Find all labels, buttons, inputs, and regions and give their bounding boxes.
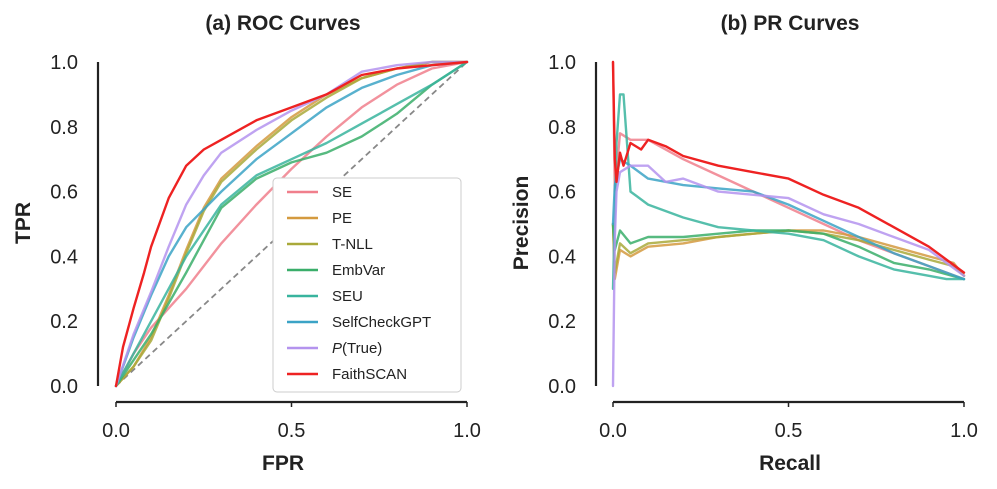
legend-label-t-nll: T-NLL: [332, 236, 373, 253]
pr-y-tick-label: 0.2: [548, 311, 576, 333]
roc-curve-embvar: [114, 60, 469, 388]
roc-curve-seu: [114, 60, 469, 388]
pr-x-tick-label: 1.0: [950, 420, 978, 442]
pr-y-tick-label: 0.0: [548, 376, 576, 398]
roc-y-tick-label: 0.4: [50, 246, 78, 268]
pr-y-axis-label: Precision: [510, 176, 533, 271]
roc-y-tick-label: 0.2: [50, 311, 78, 333]
pr-y-tick-label: 0.6: [548, 182, 576, 204]
pr-y-tick-label: 0.8: [548, 117, 576, 139]
pr-y-tick-label: 1.0: [548, 52, 576, 74]
pr-x-tick-label: 0.5: [775, 420, 803, 442]
pr-curve-seu: [611, 93, 966, 290]
roc-y-tick-label: 1.0: [50, 52, 78, 74]
roc-title: (a) ROC Curves: [205, 12, 360, 35]
pr-curve-se: [611, 60, 966, 281]
roc-x-tick-label: 1.0: [453, 420, 481, 442]
legend-frame: [272, 177, 462, 393]
legend-label-faithscan: FaithSCAN: [332, 366, 407, 383]
pr-x-axis-label: Recall: [759, 452, 821, 475]
legend-label-selfcheckgpt: SelfCheckGPT: [332, 314, 431, 331]
pr-y-tick-label: 0.4: [548, 246, 576, 268]
roc-y-tick-label: 0.8: [50, 117, 78, 139]
pr-x-tick-label: 0.0: [599, 420, 627, 442]
roc-x-tick-label: 0.5: [278, 420, 306, 442]
pr-title: (b) PR Curves: [721, 12, 860, 35]
pr-curve-faithscan: [611, 60, 966, 274]
roc-y-tick-label: 0.0: [50, 376, 78, 398]
legend-label-p-true: P(True): [332, 340, 382, 357]
legend-label-se: SE: [332, 184, 352, 201]
pr-curve-selfcheckgpt: [611, 158, 966, 281]
roc-panel: (a) ROC Curves FPR TPR 0.0 0.5 1.0 0.0 0.2 0.…: [12, 12, 481, 475]
roc-x-tick-label: 0.0: [102, 420, 130, 442]
roc-curve-selfcheckgpt: [114, 60, 469, 388]
legend-label-pe: PE: [332, 210, 352, 227]
roc-legend: SE PE T-NLL EmbVar SEU SelfCheckGPT P(True) Fai…: [272, 177, 462, 393]
roc-curve-p-true: [114, 60, 469, 388]
roc-y-axis-label: TPR: [12, 202, 35, 244]
roc-curve-faithscan: [114, 60, 469, 388]
pr-panel: (b) PR Curves Recall Precision 0.0 0.5 1.0…: [510, 12, 978, 475]
pr-curve-p-true: [611, 164, 966, 388]
legend-label-seu: SEU: [332, 288, 363, 305]
pr-curve-pe: [611, 222, 966, 281]
roc-x-axis-label: FPR: [262, 452, 304, 475]
roc-y-tick-label: 0.6: [50, 182, 78, 204]
pr-curve-t-nll: [611, 222, 966, 277]
pr-curve-embvar: [611, 222, 966, 281]
legend-label-embvar: EmbVar: [332, 262, 385, 279]
